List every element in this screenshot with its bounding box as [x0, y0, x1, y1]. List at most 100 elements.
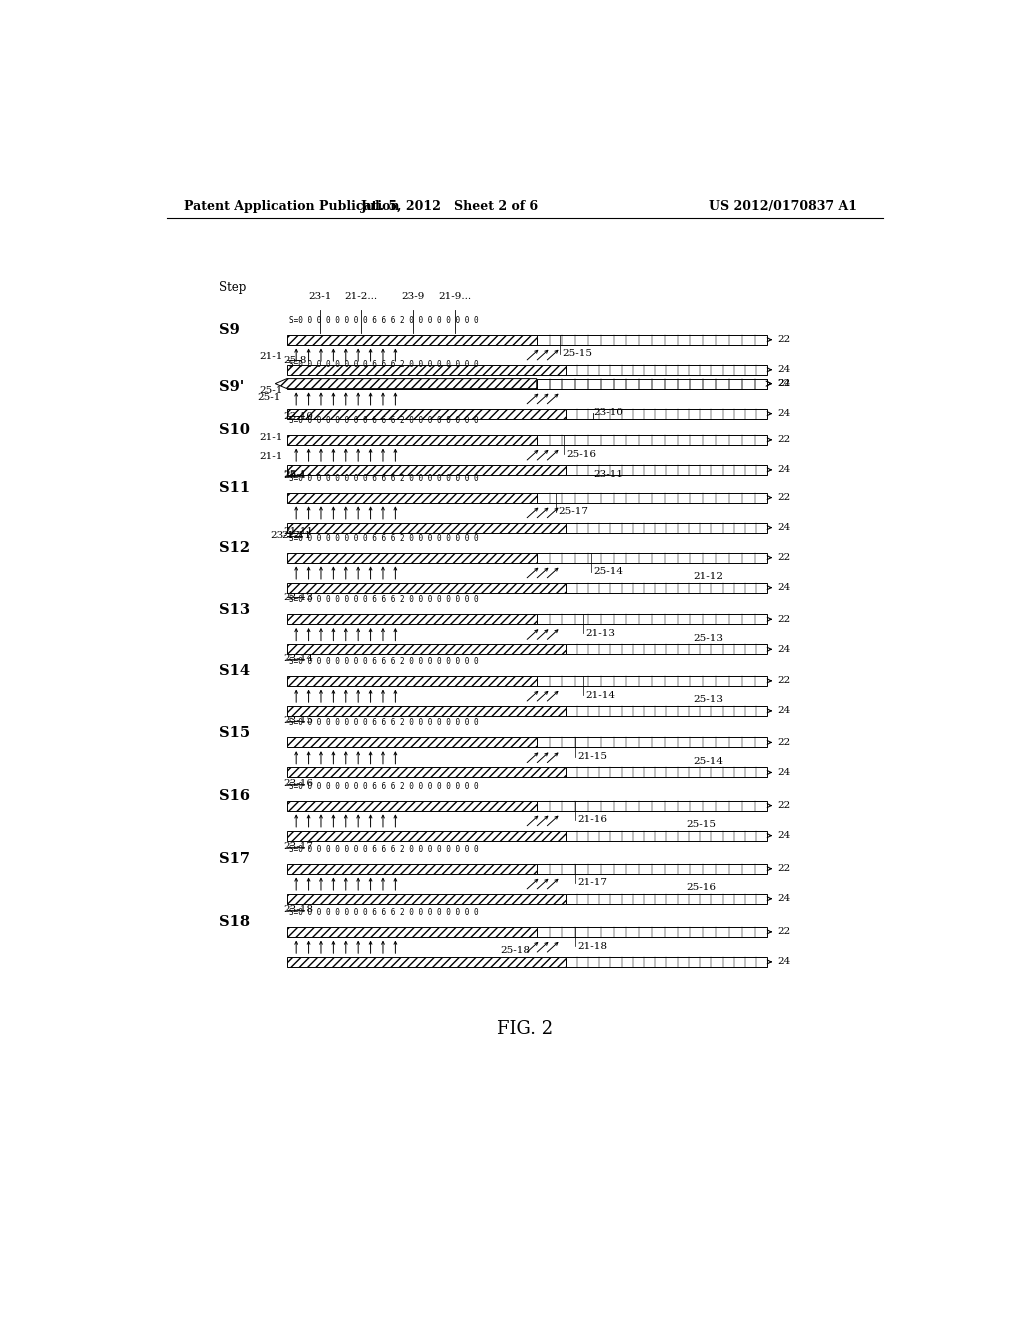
- Bar: [287, 335, 537, 345]
- Bar: [287, 706, 565, 715]
- Text: 23-17: 23-17: [283, 842, 313, 851]
- Text: S=0 0 0 0 0 0 0 0 6 6 6 2 0 0 0 0 0 0 0 0: S=0 0 0 0 0 0 0 0 6 6 6 2 0 0 0 0 0 0 0 …: [289, 718, 479, 727]
- Bar: [287, 582, 565, 593]
- Bar: [565, 364, 767, 375]
- Text: 22: 22: [777, 738, 791, 747]
- Bar: [537, 335, 767, 345]
- Bar: [565, 706, 767, 715]
- Text: S=0 0 0 0 0 0 0 0 6 6 6 2 0 0 0 0 0 0 0 0: S=0 0 0 0 0 0 0 0 6 6 6 2 0 0 0 0 0 0 0 …: [289, 315, 479, 325]
- Text: 23-14: 23-14: [283, 655, 313, 664]
- Text: 21-17: 21-17: [578, 879, 607, 887]
- Text: S13: S13: [219, 603, 251, 616]
- Text: 25-16: 25-16: [566, 450, 596, 458]
- Text: 24: 24: [777, 706, 791, 715]
- Text: 22: 22: [777, 436, 791, 445]
- Text: S14: S14: [219, 664, 251, 678]
- Bar: [287, 465, 565, 475]
- Text: 23-10: 23-10: [283, 412, 313, 421]
- Bar: [537, 800, 767, 810]
- Text: FIG. 2: FIG. 2: [497, 1019, 553, 1038]
- Text: S12: S12: [219, 541, 251, 554]
- Text: 24: 24: [777, 466, 791, 474]
- Text: 21-11: 21-11: [282, 531, 311, 540]
- Bar: [565, 409, 767, 418]
- Text: 25-1: 25-1: [260, 385, 283, 395]
- Text: S9': S9': [219, 380, 245, 395]
- Text: 25-18: 25-18: [500, 946, 530, 956]
- Bar: [537, 738, 767, 747]
- Text: 25-14: 25-14: [693, 756, 724, 766]
- Bar: [287, 894, 565, 904]
- Text: 25-1: 25-1: [257, 393, 281, 403]
- Text: US 2012/0170837 A1: US 2012/0170837 A1: [710, 199, 857, 213]
- Text: 21-9...: 21-9...: [438, 292, 472, 301]
- Text: S=0 0 0 0 0 0 0 0 6 6 6 2 0 0 0 0 0 0 0 0: S=0 0 0 0 0 0 0 0 6 6 6 2 0 0 0 0 0 0 0 …: [289, 533, 479, 543]
- Text: S=0 0 0 0 0 0 0 0 6 6 6 2 0 0 0 0 0 0 0 0: S=0 0 0 0 0 0 0 0 6 6 6 2 0 0 0 0 0 0 0 …: [289, 474, 479, 483]
- Bar: [287, 364, 565, 375]
- Text: S=0 0 0 0 0 0 0 0 6 6 6 2 0 0 0 0 0 0 0 0: S=0 0 0 0 0 0 0 0 6 6 6 2 0 0 0 0 0 0 0 …: [289, 657, 479, 665]
- Text: 22: 22: [777, 615, 791, 624]
- Bar: [287, 676, 537, 686]
- Bar: [287, 927, 537, 937]
- Text: S=0 0 0 0 0 0 0 0 6 6 6 2 0 0 0 0 0 0 0 0: S=0 0 0 0 0 0 0 0 6 6 6 2 0 0 0 0 0 0 0 …: [289, 359, 479, 368]
- Polygon shape: [275, 379, 537, 388]
- Text: 23-10: 23-10: [593, 408, 623, 417]
- Text: 21-15: 21-15: [578, 752, 607, 762]
- Text: 21-16: 21-16: [578, 816, 607, 824]
- Text: 22: 22: [777, 928, 791, 936]
- Text: 25-1: 25-1: [283, 470, 306, 479]
- Bar: [565, 523, 767, 533]
- Text: 25-14: 25-14: [593, 568, 623, 577]
- Text: 24: 24: [777, 523, 791, 532]
- Bar: [537, 927, 767, 937]
- Text: S16: S16: [219, 789, 251, 803]
- Text: 22: 22: [777, 676, 791, 685]
- Text: 22: 22: [777, 865, 791, 874]
- Text: S=0 0 0 0 0 0 0 0 6 6 6 2 0 0 0 0 0 0 0 0: S=0 0 0 0 0 0 0 0 6 6 6 2 0 0 0 0 0 0 0 …: [289, 845, 479, 854]
- Text: 25-13: 25-13: [693, 696, 724, 704]
- Text: S=0 0 0 0 0 0 0 0 6 6 6 2 0 0 0 0 0 0 0 0: S=0 0 0 0 0 0 0 0 6 6 6 2 0 0 0 0 0 0 0 …: [289, 781, 479, 791]
- Text: 24: 24: [777, 957, 791, 966]
- Text: 21-14: 21-14: [586, 690, 615, 700]
- Text: S18: S18: [219, 915, 251, 929]
- Text: 25-15: 25-15: [562, 350, 592, 359]
- Bar: [287, 644, 565, 655]
- Text: S17: S17: [219, 853, 251, 866]
- Text: 25-1: 25-1: [283, 471, 306, 480]
- Bar: [565, 894, 767, 904]
- Text: Jul. 5, 2012   Sheet 2 of 6: Jul. 5, 2012 Sheet 2 of 6: [360, 199, 539, 213]
- Text: 21-13: 21-13: [586, 630, 615, 638]
- Bar: [537, 379, 767, 388]
- Bar: [537, 434, 767, 445]
- Text: S11: S11: [219, 480, 251, 495]
- Text: 24: 24: [777, 832, 791, 840]
- Bar: [287, 523, 565, 533]
- Text: 23-1: 23-1: [308, 292, 332, 301]
- Text: 21-1: 21-1: [260, 451, 283, 461]
- Text: 23-16: 23-16: [283, 779, 313, 788]
- Bar: [537, 492, 767, 503]
- Text: S9: S9: [219, 323, 241, 337]
- Text: Step: Step: [219, 281, 247, 294]
- Bar: [287, 492, 537, 503]
- Bar: [537, 614, 767, 624]
- Text: 21-11: 21-11: [283, 528, 313, 536]
- Bar: [565, 830, 767, 841]
- Text: 22: 22: [777, 553, 791, 562]
- Bar: [287, 379, 537, 388]
- Text: 21-1: 21-1: [260, 433, 283, 442]
- Bar: [287, 767, 565, 777]
- Text: 25-15: 25-15: [686, 820, 716, 829]
- Bar: [565, 465, 767, 475]
- Bar: [287, 738, 537, 747]
- Bar: [565, 644, 767, 655]
- Text: 21-18: 21-18: [578, 941, 607, 950]
- Text: S=0 0 0 0 0 0 0 0 6 6 6 2 0 0 0 0 0 0 0 0: S=0 0 0 0 0 0 0 0 6 6 6 2 0 0 0 0 0 0 0 …: [289, 595, 479, 605]
- Text: 21-12: 21-12: [693, 572, 724, 581]
- Text: 23-13: 23-13: [283, 593, 313, 602]
- Text: 23-11: 23-11: [593, 470, 623, 479]
- Text: S=0 0 0 0 0 0 0 0 6 6 6 2 0 0 0 0 0 0 0 0: S=0 0 0 0 0 0 0 0 6 6 6 2 0 0 0 0 0 0 0 …: [289, 416, 479, 425]
- Text: 24: 24: [777, 894, 791, 903]
- Text: Patent Application Publication: Patent Application Publication: [183, 199, 399, 213]
- Bar: [287, 553, 537, 562]
